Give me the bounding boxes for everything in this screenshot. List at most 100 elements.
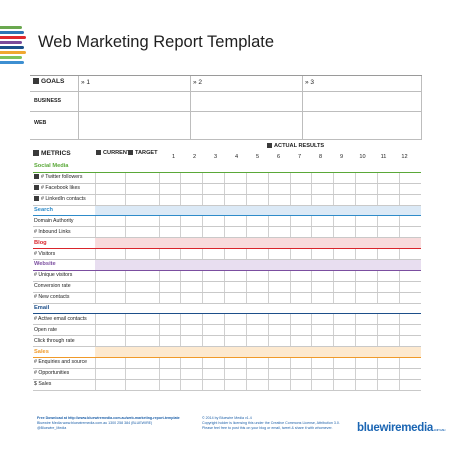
data-cell[interactable] [398, 368, 421, 380]
data-cell[interactable] [333, 313, 356, 326]
data-cell[interactable] [180, 368, 203, 380]
data-cell[interactable] [354, 248, 378, 261]
data-cell[interactable] [180, 313, 203, 326]
data-cell[interactable] [289, 324, 312, 337]
data-cell[interactable] [180, 292, 203, 304]
data-cell[interactable] [376, 324, 400, 337]
data-cell[interactable] [398, 270, 421, 282]
data-cell[interactable] [398, 281, 421, 293]
data-cell[interactable] [267, 215, 290, 228]
footer-download-link[interactable]: Free Download at http://www.bluewiremedi… [37, 416, 180, 420]
data-cell[interactable] [376, 292, 400, 304]
data-cell[interactable] [245, 379, 269, 391]
data-cell[interactable] [333, 357, 356, 369]
data-cell[interactable] [124, 215, 160, 228]
data-cell[interactable] [245, 292, 269, 304]
data-cell[interactable] [158, 379, 181, 391]
data-cell[interactable] [267, 357, 290, 369]
data-cell[interactable] [124, 172, 160, 184]
data-cell[interactable] [202, 248, 225, 261]
data-cell[interactable] [94, 379, 126, 391]
data-cell[interactable] [311, 357, 334, 369]
data-cell[interactable] [202, 324, 225, 337]
data-cell[interactable] [158, 248, 181, 261]
data-cell[interactable] [267, 313, 290, 326]
data-cell[interactable] [94, 357, 126, 369]
data-cell[interactable] [333, 215, 356, 228]
data-cell[interactable] [224, 292, 247, 304]
data-cell[interactable] [245, 357, 269, 369]
data-cell[interactable] [202, 281, 225, 293]
data-cell[interactable] [354, 324, 378, 337]
data-cell[interactable] [202, 368, 225, 380]
data-cell[interactable] [245, 194, 269, 206]
data-cell[interactable] [398, 357, 421, 369]
data-cell[interactable] [202, 183, 225, 195]
data-cell[interactable] [202, 357, 225, 369]
data-cell[interactable] [180, 324, 203, 337]
data-cell[interactable] [94, 215, 126, 228]
data-cell[interactable] [224, 335, 247, 348]
data-cell[interactable] [333, 292, 356, 304]
data-cell[interactable] [224, 270, 247, 282]
data-cell[interactable] [124, 313, 160, 326]
data-cell[interactable] [333, 335, 356, 348]
data-cell[interactable] [245, 270, 269, 282]
data-cell[interactable] [158, 292, 181, 304]
data-cell[interactable] [311, 281, 334, 293]
data-cell[interactable] [124, 292, 160, 304]
data-cell[interactable] [158, 281, 181, 293]
data-cell[interactable] [289, 226, 312, 239]
data-cell[interactable] [289, 335, 312, 348]
data-cell[interactable] [289, 248, 312, 261]
data-cell[interactable] [289, 215, 312, 228]
data-cell[interactable] [354, 281, 378, 293]
data-cell[interactable] [398, 172, 421, 184]
data-cell[interactable] [376, 368, 400, 380]
data-cell[interactable] [158, 368, 181, 380]
data-cell[interactable] [245, 172, 269, 184]
data-cell[interactable] [94, 226, 126, 239]
data-cell[interactable] [158, 270, 181, 282]
data-cell[interactable] [245, 248, 269, 261]
data-cell[interactable] [354, 292, 378, 304]
data-cell[interactable] [354, 226, 378, 239]
data-cell[interactable] [398, 215, 421, 228]
data-cell[interactable] [94, 281, 126, 293]
data-cell[interactable] [398, 292, 421, 304]
data-cell[interactable] [158, 357, 181, 369]
data-cell[interactable] [398, 183, 421, 195]
data-cell[interactable] [94, 270, 126, 282]
data-cell[interactable] [289, 379, 312, 391]
data-cell[interactable] [202, 335, 225, 348]
bluewiremedia-logo[interactable]: bluewiremedia.com.au [357, 422, 446, 434]
data-cell[interactable] [311, 368, 334, 380]
data-cell[interactable] [124, 281, 160, 293]
data-cell[interactable] [333, 270, 356, 282]
data-cell[interactable] [245, 226, 269, 239]
data-cell[interactable] [158, 183, 181, 195]
data-cell[interactable] [267, 281, 290, 293]
data-cell[interactable] [333, 226, 356, 239]
data-cell[interactable] [267, 379, 290, 391]
data-cell[interactable] [267, 248, 290, 261]
data-cell[interactable] [180, 183, 203, 195]
data-cell[interactable] [376, 379, 400, 391]
data-cell[interactable] [267, 324, 290, 337]
data-cell[interactable] [311, 313, 334, 326]
data-cell[interactable] [398, 226, 421, 239]
data-cell[interactable] [376, 226, 400, 239]
data-cell[interactable] [224, 379, 247, 391]
data-cell[interactable] [180, 357, 203, 369]
data-cell[interactable] [354, 313, 378, 326]
data-cell[interactable] [158, 215, 181, 228]
footer-company[interactable]: Bluewire Media www.bluewiremedia.com.au … [37, 421, 153, 426]
data-cell[interactable] [333, 379, 356, 391]
data-cell[interactable] [376, 270, 400, 282]
data-cell[interactable] [376, 183, 400, 195]
data-cell[interactable] [180, 248, 203, 261]
data-cell[interactable] [202, 215, 225, 228]
data-cell[interactable] [124, 270, 160, 282]
data-cell[interactable] [311, 270, 334, 282]
data-cell[interactable] [224, 357, 247, 369]
